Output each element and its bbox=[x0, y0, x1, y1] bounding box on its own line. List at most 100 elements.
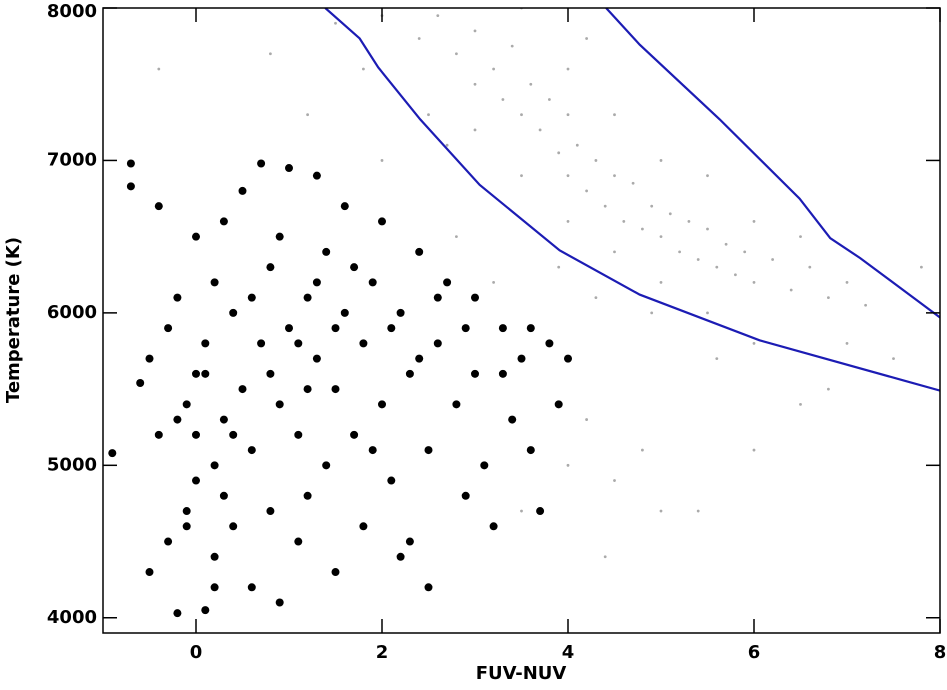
point bbox=[696, 509, 700, 513]
point bbox=[631, 181, 635, 185]
point bbox=[247, 293, 256, 302]
point bbox=[734, 273, 737, 277]
x-tick-label: 8 bbox=[934, 642, 947, 663]
point bbox=[285, 164, 293, 173]
point bbox=[845, 341, 849, 345]
point bbox=[405, 537, 414, 546]
point bbox=[424, 583, 433, 592]
point bbox=[173, 609, 182, 618]
point bbox=[789, 288, 793, 292]
point bbox=[545, 339, 554, 348]
point bbox=[668, 212, 672, 216]
point bbox=[145, 568, 154, 577]
point bbox=[445, 143, 449, 147]
point bbox=[827, 387, 830, 391]
point bbox=[303, 491, 312, 500]
point bbox=[585, 418, 588, 421]
point bbox=[362, 67, 365, 71]
point bbox=[275, 598, 284, 607]
point bbox=[192, 430, 200, 439]
point bbox=[303, 385, 312, 394]
point bbox=[724, 242, 728, 246]
point bbox=[492, 280, 495, 284]
point bbox=[594, 159, 598, 162]
point bbox=[799, 235, 802, 239]
point bbox=[752, 280, 756, 284]
curve bbox=[324, 8, 940, 392]
x-tick-label: 0 bbox=[190, 642, 203, 663]
point bbox=[864, 303, 867, 307]
point bbox=[164, 324, 173, 333]
point bbox=[182, 522, 191, 531]
point bbox=[566, 113, 570, 117]
point bbox=[201, 606, 210, 615]
point bbox=[257, 159, 266, 168]
point bbox=[126, 159, 135, 168]
point bbox=[517, 354, 526, 363]
point bbox=[312, 278, 321, 287]
point bbox=[322, 461, 331, 470]
point bbox=[387, 476, 396, 485]
point bbox=[219, 217, 228, 226]
point bbox=[436, 14, 440, 18]
point bbox=[659, 235, 663, 239]
point bbox=[498, 369, 507, 378]
point bbox=[461, 491, 470, 500]
point bbox=[229, 522, 238, 531]
point bbox=[340, 202, 349, 211]
y-tick-label: 8000 bbox=[47, 1, 97, 22]
point bbox=[350, 430, 359, 439]
point bbox=[359, 522, 368, 531]
point bbox=[564, 354, 572, 363]
point bbox=[433, 339, 442, 348]
curve bbox=[605, 8, 940, 319]
point bbox=[650, 204, 654, 208]
point bbox=[145, 354, 154, 363]
point bbox=[480, 461, 489, 470]
point bbox=[520, 509, 523, 513]
x-tick-label: 2 bbox=[376, 642, 389, 663]
point bbox=[585, 189, 588, 193]
point bbox=[613, 250, 616, 254]
point bbox=[269, 52, 272, 56]
point bbox=[526, 324, 535, 333]
point bbox=[520, 174, 523, 178]
point bbox=[526, 446, 535, 455]
point bbox=[322, 247, 331, 256]
point bbox=[845, 280, 849, 284]
point bbox=[743, 250, 747, 254]
point bbox=[452, 400, 461, 409]
point bbox=[396, 552, 405, 561]
point bbox=[473, 29, 477, 33]
point bbox=[520, 113, 523, 117]
point bbox=[613, 113, 616, 117]
y-tick-label: 4000 bbox=[47, 607, 97, 628]
x-axis-label: FUV-NUV bbox=[476, 663, 567, 684]
point bbox=[229, 430, 238, 439]
point bbox=[613, 479, 616, 482]
point bbox=[603, 204, 607, 208]
point bbox=[706, 174, 709, 178]
point bbox=[210, 461, 219, 470]
point bbox=[201, 339, 210, 348]
point bbox=[566, 67, 570, 71]
point bbox=[247, 583, 256, 592]
point bbox=[306, 113, 309, 117]
point bbox=[799, 402, 802, 406]
point bbox=[471, 369, 479, 378]
point bbox=[154, 202, 163, 211]
point bbox=[715, 357, 719, 361]
point bbox=[603, 555, 607, 559]
point bbox=[557, 265, 561, 269]
y-tick-label: 7000 bbox=[47, 149, 97, 170]
point bbox=[536, 507, 545, 516]
point bbox=[257, 339, 266, 348]
point bbox=[501, 98, 505, 101]
point bbox=[238, 385, 247, 394]
point bbox=[210, 552, 219, 561]
point bbox=[331, 324, 340, 333]
point bbox=[554, 400, 563, 409]
point bbox=[585, 37, 588, 40]
point bbox=[294, 339, 303, 348]
